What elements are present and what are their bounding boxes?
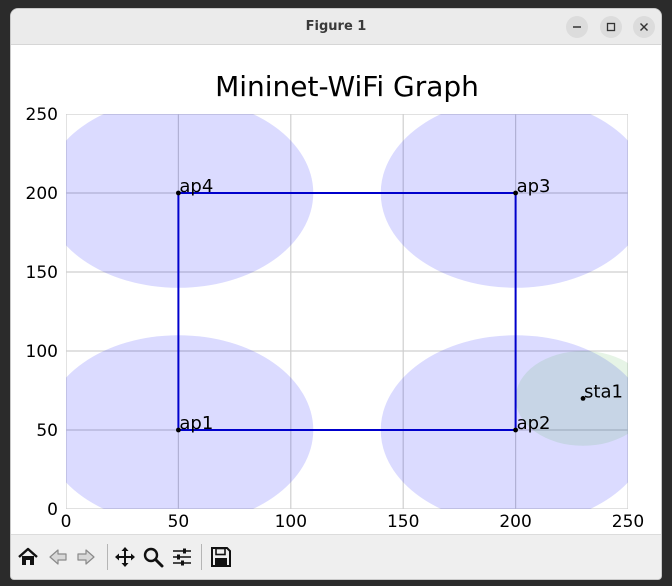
figure-canvas[interactable]: Mininet-WiFi Graph ap1 ap2 ap3 ap4 sta1 0 50 100… bbox=[11, 45, 662, 534]
toolbar-separator bbox=[201, 544, 202, 570]
node-point-ap1 bbox=[176, 427, 181, 433]
x-tick-label: 200 bbox=[499, 512, 531, 532]
node-label-ap2: ap2 bbox=[517, 413, 551, 434]
range-circle-ap1 bbox=[66, 335, 314, 509]
node-label-sta1: sta1 bbox=[584, 381, 623, 402]
y-tick-label: 150 bbox=[26, 263, 58, 283]
node-label-ap4: ap4 bbox=[179, 176, 213, 197]
maximize-button[interactable] bbox=[600, 16, 622, 38]
save-button[interactable] bbox=[208, 544, 234, 570]
grid bbox=[66, 114, 628, 509]
back-button[interactable] bbox=[45, 544, 71, 570]
x-tick-label: 150 bbox=[387, 512, 419, 532]
range-circle-sta1 bbox=[515, 351, 628, 446]
node-label-ap1: ap1 bbox=[179, 413, 213, 434]
home-button[interactable] bbox=[15, 544, 41, 570]
navigation-toolbar bbox=[11, 534, 661, 579]
node-point-sta1 bbox=[580, 396, 586, 401]
node-label-ap3: ap3 bbox=[517, 176, 551, 197]
x-tick-label: 250 bbox=[612, 512, 644, 532]
node-point-ap2 bbox=[513, 427, 518, 433]
x-tick-label: 50 bbox=[168, 512, 190, 532]
toolbar-separator bbox=[107, 544, 108, 570]
y-tick-label: 100 bbox=[26, 342, 58, 362]
node-point-ap3 bbox=[513, 190, 518, 196]
title-bar[interactable]: Figure 1 bbox=[11, 9, 661, 45]
figure-window: Figure 1 Mininet-WiFi Graph ap1 ap2 ap3 ap4 s… bbox=[10, 8, 662, 580]
range-circles bbox=[66, 114, 628, 509]
close-icon bbox=[640, 23, 648, 31]
configure-subplots-button[interactable] bbox=[169, 544, 195, 570]
back-arrow-icon bbox=[49, 549, 67, 565]
x-tick-label: 0 bbox=[61, 512, 72, 532]
forward-arrow-icon bbox=[77, 549, 95, 565]
minimize-icon bbox=[573, 26, 581, 28]
zoom-icon bbox=[143, 547, 164, 568]
close-button[interactable] bbox=[633, 16, 655, 38]
range-circle-ap2 bbox=[380, 335, 628, 509]
zoom-button[interactable] bbox=[140, 544, 166, 570]
configure-subplots-icon bbox=[173, 548, 191, 566]
range-circle-ap4 bbox=[66, 114, 314, 288]
minimize-button[interactable] bbox=[566, 16, 588, 38]
pan-icon bbox=[115, 547, 135, 567]
window-title: Figure 1 bbox=[305, 19, 367, 34]
y-tick-label: 250 bbox=[26, 105, 58, 125]
x-tick-label: 100 bbox=[275, 512, 307, 532]
node-point-ap4 bbox=[176, 190, 181, 196]
pan-button[interactable] bbox=[112, 544, 138, 570]
y-tick-label: 200 bbox=[26, 184, 58, 204]
chart-svg[interactable]: Mininet-WiFi Graph ap1 ap2 ap3 ap4 sta1 0 50 100… bbox=[11, 45, 662, 534]
chart-title: Mininet-WiFi Graph bbox=[215, 70, 479, 103]
range-circle-ap3 bbox=[380, 114, 628, 288]
save-icon bbox=[211, 547, 231, 567]
maximize-icon bbox=[606, 22, 616, 32]
y-tick-label: 50 bbox=[36, 421, 58, 441]
home-icon bbox=[18, 547, 38, 565]
forward-button[interactable] bbox=[73, 544, 99, 570]
y-tick-label: 0 bbox=[47, 500, 58, 520]
